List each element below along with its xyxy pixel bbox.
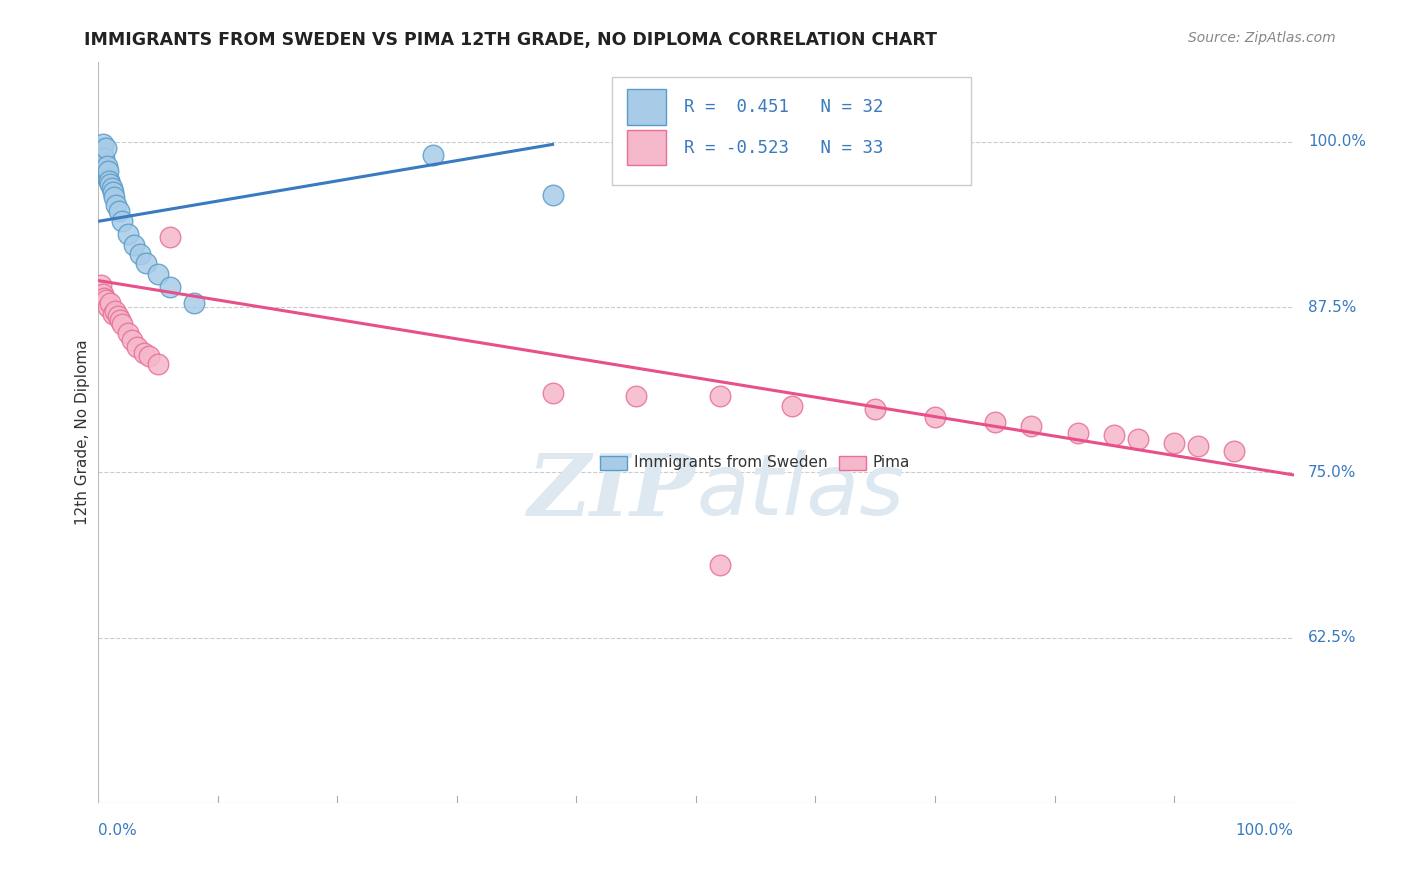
Text: atlas: atlas <box>696 450 904 533</box>
FancyBboxPatch shape <box>627 89 666 125</box>
Point <box>124 238 146 252</box>
Point <box>90 141 112 155</box>
Text: 100.0%: 100.0% <box>1236 822 1294 838</box>
Point <box>94 141 117 155</box>
Text: Immigrants from Sweden: Immigrants from Sweden <box>634 456 828 470</box>
Point <box>148 267 170 281</box>
Point <box>91 145 114 160</box>
Point <box>132 346 155 360</box>
Point <box>159 280 181 294</box>
FancyBboxPatch shape <box>627 130 666 165</box>
Point <box>780 399 803 413</box>
Y-axis label: 12th Grade, No Diploma: 12th Grade, No Diploma <box>75 340 90 525</box>
Point <box>984 415 1007 429</box>
Point <box>1223 444 1246 458</box>
Point <box>101 307 124 321</box>
Point <box>97 164 120 178</box>
Point <box>1187 439 1209 453</box>
Point <box>97 171 120 186</box>
Point <box>541 187 564 202</box>
Point <box>93 151 115 165</box>
Point <box>626 388 648 402</box>
Point <box>105 198 128 212</box>
Point <box>98 296 122 310</box>
Point <box>709 388 731 402</box>
Point <box>148 357 170 371</box>
Point <box>865 401 887 416</box>
Point <box>1128 432 1150 446</box>
Text: 0.0%: 0.0% <box>98 822 138 838</box>
Point <box>129 247 152 261</box>
Point <box>101 185 124 199</box>
Text: 62.5%: 62.5% <box>1308 630 1357 645</box>
Point <box>96 159 118 173</box>
Point <box>96 169 118 183</box>
Text: R = -0.523   N = 33: R = -0.523 N = 33 <box>685 138 883 157</box>
FancyBboxPatch shape <box>600 457 627 469</box>
Point <box>91 286 114 301</box>
Point <box>1104 428 1126 442</box>
Point <box>100 181 122 195</box>
Point <box>159 230 181 244</box>
Point <box>111 214 134 228</box>
Text: 87.5%: 87.5% <box>1308 300 1357 315</box>
Point <box>93 291 115 305</box>
Point <box>107 203 129 218</box>
Point <box>541 386 564 401</box>
Point <box>117 326 139 341</box>
Point <box>107 310 129 324</box>
Point <box>422 148 444 162</box>
Point <box>125 340 148 354</box>
Point <box>97 300 120 314</box>
Point <box>90 151 112 165</box>
Point <box>108 313 131 327</box>
Text: R =  0.451   N = 32: R = 0.451 N = 32 <box>685 98 883 116</box>
Point <box>924 409 946 424</box>
Text: 100.0%: 100.0% <box>1308 135 1365 149</box>
Point <box>183 296 205 310</box>
Point <box>138 349 160 363</box>
Point <box>91 137 114 152</box>
Point <box>1019 419 1042 434</box>
Point <box>709 558 731 572</box>
Point <box>93 164 115 178</box>
Point <box>94 293 117 308</box>
Point <box>121 333 143 347</box>
FancyBboxPatch shape <box>839 457 866 469</box>
FancyBboxPatch shape <box>613 78 972 185</box>
Point <box>89 148 111 162</box>
Text: Pima: Pima <box>873 456 910 470</box>
Point <box>103 190 125 204</box>
Point <box>98 177 122 191</box>
Point <box>91 159 114 173</box>
Point <box>111 317 134 331</box>
Point <box>90 277 112 292</box>
Text: IMMIGRANTS FROM SWEDEN VS PIMA 12TH GRADE, NO DIPLOMA CORRELATION CHART: IMMIGRANTS FROM SWEDEN VS PIMA 12TH GRAD… <box>84 31 938 49</box>
Point <box>98 174 121 188</box>
Point <box>1163 436 1185 450</box>
Point <box>91 154 114 169</box>
Text: ZIP: ZIP <box>529 450 696 533</box>
Text: Source: ZipAtlas.com: Source: ZipAtlas.com <box>1188 31 1336 45</box>
Point <box>135 256 157 270</box>
Point <box>117 227 139 242</box>
Point <box>104 304 127 318</box>
Point <box>1067 425 1090 440</box>
Point <box>94 167 117 181</box>
Text: 75.0%: 75.0% <box>1308 465 1357 480</box>
